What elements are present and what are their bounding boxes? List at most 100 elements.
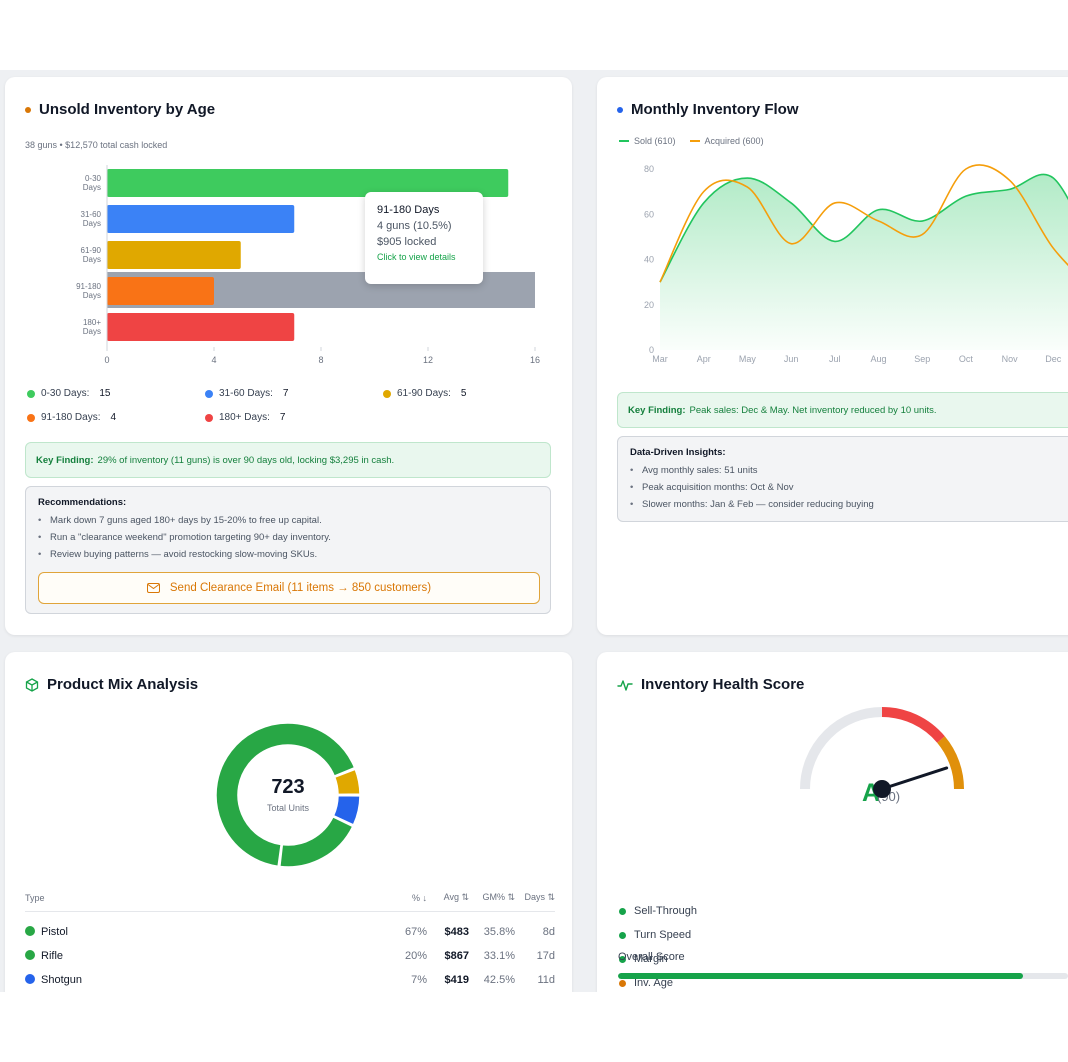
insight-item: Slower months: Jan & Feb — consider redu…: [630, 496, 1064, 513]
legend-item-91-180[interactable]: 91-180 Days: 4: [27, 412, 116, 423]
metric-dot-icon: [619, 931, 626, 939]
overall-score-track: [618, 973, 1068, 979]
legend-value: 7: [279, 412, 286, 423]
y-tick-label: 80: [644, 164, 654, 174]
row-days: 8d: [542, 925, 555, 938]
age-bar[interactable]: [107, 313, 295, 341]
category-label: Days: [83, 291, 101, 300]
finding-text: Peak sales: Dec & May. Net inventory red…: [689, 404, 937, 416]
legend-item-61-90[interactable]: 61-90 Days: 5: [383, 388, 466, 399]
unsold-inventory-card: Unsold Inventory by Age 38 guns • $12,57…: [5, 77, 572, 635]
row-gm: 33.1%: [483, 949, 515, 962]
table-header-row: Type % ↓ Avg ⇅ GM% ⇅ Days ⇅: [25, 892, 555, 912]
category-label: Days: [83, 219, 101, 228]
legend-dot-icon: [27, 389, 35, 398]
age-bar[interactable]: [107, 241, 241, 269]
bar-tooltip: 91-180 Days 4 guns (10.5%) $905 locked C…: [365, 192, 483, 284]
insight-item: Peak acquisition months: Oct & Nov: [630, 479, 1064, 496]
legend-label: 0-30 Days:: [41, 388, 90, 399]
col-days[interactable]: Days ⇅: [515, 892, 555, 912]
x-tick-label: Nov: [1002, 354, 1019, 364]
activity-icon: [617, 679, 633, 691]
recommendation-item: Review buying patterns — avoid restockin…: [38, 546, 538, 563]
age-bar[interactable]: [107, 169, 509, 197]
age-bar-chart: 0-30Days31-60Days61-90Days91-180Days180+…: [76, 165, 540, 365]
metric-label: Sell-Through: [634, 905, 697, 917]
legend-item-180-plus[interactable]: 180+ Days: 7: [205, 412, 285, 423]
donut-slice-shotgun[interactable]: [332, 794, 361, 826]
gauge-amber-segment: [937, 736, 964, 790]
x-tick-label: 0: [104, 355, 109, 365]
category-label: Days: [83, 255, 101, 264]
donut-slice-other[interactable]: [333, 768, 361, 796]
legend-label: 61-90 Days:: [397, 388, 451, 399]
recommendations-list: Mark down 7 guns aged 180+ days by 15-20…: [38, 512, 538, 563]
gauge-needle-hub: [873, 780, 891, 798]
row-type-label: Shotgun: [41, 973, 82, 986]
row-gm: 42.5%: [483, 973, 515, 986]
insights-title: Data-Driven Insights:: [630, 447, 726, 458]
x-tick-label: 12: [423, 355, 433, 365]
recommendation-item: Run a "clearance weekend" promotion targ…: [38, 529, 538, 546]
unsold-inventory-title: Unsold Inventory by Age: [25, 101, 215, 118]
table-row[interactable]: Rifle 20% $867 33.1% 17d: [25, 944, 555, 968]
table-row[interactable]: Shotgun 7% $419 42.5% 11d: [25, 968, 555, 992]
type-dot-icon: [25, 973, 35, 984]
x-tick-label: Oct: [959, 354, 974, 364]
category-label: 31-60: [81, 210, 102, 219]
metric-turn-speed: Turn Speed: [619, 929, 691, 941]
email-button-label: Send Clearance Email (11 items → 850 cus…: [169, 582, 432, 594]
gauge-needle: [880, 766, 949, 791]
col-gm[interactable]: GM% ⇅: [469, 892, 515, 912]
tooltip-action[interactable]: Click to view details: [377, 252, 456, 262]
y-tick-label: 40: [644, 255, 654, 265]
flow-line-chart: 020406080MarAprMayJunJulAugSepOctNovDecJ…: [644, 164, 1068, 364]
donut-slice-pistol[interactable]: [215, 722, 356, 868]
type-dot-icon: [25, 925, 35, 936]
gauge-track: [800, 707, 883, 790]
legend-sold-label: Sold (610): [634, 136, 676, 146]
legend-dot-icon: [27, 413, 35, 422]
x-tick-label: May: [739, 354, 757, 364]
acquired-line-icon: [689, 140, 700, 142]
health-score-title: Inventory Health Score: [617, 676, 804, 693]
row-type: Pistol: [25, 912, 377, 944]
x-tick-label: Sep: [914, 354, 930, 364]
age-bar[interactable]: [107, 277, 214, 305]
insights-box: Data-Driven Insights: Avg monthly sales:…: [617, 436, 1068, 522]
row-avg: $867: [444, 949, 469, 962]
age-bar[interactable]: [107, 205, 295, 233]
col-type[interactable]: Type: [25, 892, 377, 912]
col-avg[interactable]: Avg ⇅: [427, 892, 469, 912]
mail-icon: [146, 583, 160, 593]
health-gauge: A (90): [800, 707, 964, 807]
col-pct[interactable]: % ↓: [377, 892, 427, 912]
donut-slice-rifle[interactable]: [279, 815, 354, 868]
recommendations-title: Recommendations:: [38, 497, 127, 508]
legend-sold[interactable]: Sold (610): [619, 136, 676, 146]
product-mix-title-text: Product Mix Analysis: [47, 676, 199, 693]
y-tick-label: 0: [649, 345, 654, 355]
category-label: Days: [83, 327, 101, 336]
send-clearance-email-button[interactable]: Send Clearance Email (11 items → 850 cus…: [38, 572, 540, 604]
x-tick-label: 4: [211, 355, 216, 365]
legend-acquired[interactable]: Acquired (600): [689, 136, 764, 146]
metric-inv-age: Inv. Age: [619, 977, 673, 989]
metric-dot-icon: [619, 979, 626, 987]
row-days: 11d: [537, 973, 555, 986]
metric-label: Margin: [634, 953, 668, 965]
finding-label: Key Finding:: [628, 404, 686, 416]
insights-list: Avg monthly sales: 51 units Peak acquisi…: [630, 462, 1064, 513]
metric-label: Inv. Age: [634, 977, 673, 989]
inventory-flow-title: Monthly Inventory Flow: [617, 101, 799, 118]
tooltip-count: 4 guns (10.5%): [377, 220, 452, 232]
table-row[interactable]: Pistol 67% $483 35.8% 8d: [25, 912, 555, 944]
row-avg: $483: [444, 925, 469, 938]
inventory-flow-card: Monthly Inventory Flow Sold (610) Acquir…: [597, 77, 1068, 635]
unsold-inventory-title-text: Unsold Inventory by Age: [39, 101, 216, 118]
donut-total-label: Total Units: [267, 803, 310, 813]
row-type-label: Pistol: [41, 925, 68, 938]
legend-item-31-60[interactable]: 31-60 Days: 7: [205, 388, 288, 399]
legend-item-0-30[interactable]: 0-30 Days: 15: [27, 388, 110, 399]
row-pct: 67%: [404, 925, 427, 938]
